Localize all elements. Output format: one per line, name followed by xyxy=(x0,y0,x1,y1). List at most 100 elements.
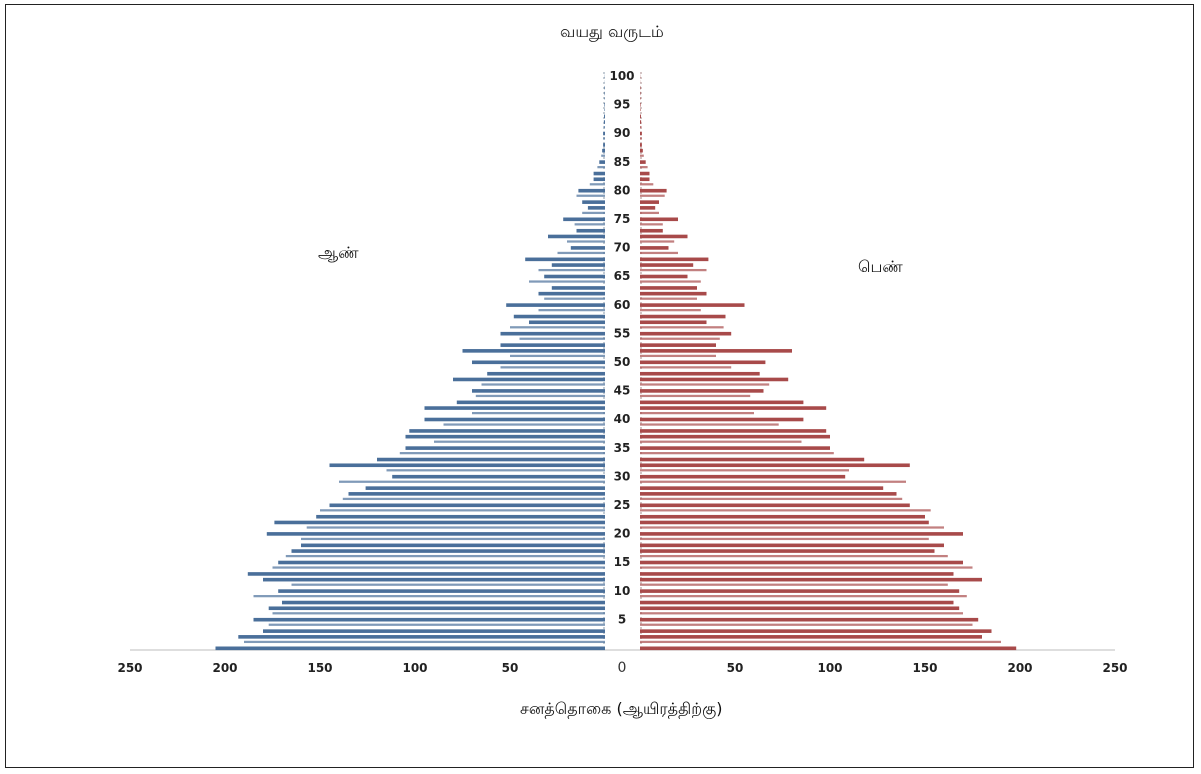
x-tick-label-right: 100 xyxy=(817,661,842,675)
male-bar-age-55 xyxy=(500,331,605,336)
female-bar-age-39 xyxy=(640,423,779,426)
female-bar-age-9 xyxy=(640,595,967,598)
female-bar-age-51 xyxy=(640,354,716,358)
female-bar-age-13 xyxy=(640,572,954,576)
female-bar-age-67 xyxy=(640,263,694,267)
female-bar-age-47 xyxy=(640,377,789,382)
x-tick-label-right: 200 xyxy=(1007,661,1032,675)
female-bar-age-57 xyxy=(640,320,707,325)
female-bar-age-94 xyxy=(640,108,641,112)
female-bar-age-43 xyxy=(640,400,804,405)
male-bar-age-20 xyxy=(266,532,605,536)
male-bar-age-67 xyxy=(551,263,605,267)
male-bar-age-74 xyxy=(574,223,605,226)
female-bar-age-21 xyxy=(640,526,944,529)
male-bar-age-96 xyxy=(604,97,605,100)
male-bar-age-79 xyxy=(576,194,605,197)
female-label: பெண் xyxy=(858,257,903,276)
female-bar-age-74 xyxy=(640,223,663,226)
female-bar-age-83 xyxy=(640,171,650,176)
male-bar-age-91 xyxy=(603,125,605,129)
male-bar-age-92 xyxy=(603,120,605,124)
female-bar-age-59 xyxy=(640,309,701,312)
female-bar-age-1 xyxy=(640,640,1001,644)
y-tick-label: 80 xyxy=(614,183,631,197)
male-bar-age-0 xyxy=(215,646,605,651)
male-bar-age-32 xyxy=(329,463,605,468)
female-bar-age-92 xyxy=(640,120,642,124)
female-bar-age-16 xyxy=(640,554,948,558)
male-bar-age-70 xyxy=(570,246,605,250)
male-bar-age-53 xyxy=(500,343,605,347)
male-bar-age-86 xyxy=(601,154,605,157)
female-bar-age-69 xyxy=(640,251,678,255)
male-bar-age-90 xyxy=(603,131,605,136)
y-tick-label: 50 xyxy=(614,355,631,369)
y-tick-label: 60 xyxy=(614,298,631,312)
male-bar-age-65 xyxy=(544,274,605,279)
female-bar-age-6 xyxy=(640,612,963,615)
male-bar-age-37 xyxy=(405,434,605,439)
female-bar-age-86 xyxy=(640,154,644,157)
female-bar-age-62 xyxy=(640,291,707,296)
male-bar-age-50 xyxy=(472,360,605,365)
y-tick-label: 90 xyxy=(614,126,631,140)
female-bar-age-41 xyxy=(640,411,754,415)
x-tick-label-left: 150 xyxy=(307,661,332,675)
female-bar-age-76 xyxy=(640,211,659,215)
male-bar-age-82 xyxy=(593,177,605,182)
male-bar-age-10 xyxy=(278,589,605,593)
female-bar-age-32 xyxy=(640,463,910,468)
female-bar-age-82 xyxy=(640,177,650,182)
male-bar-age-57 xyxy=(529,320,605,325)
male-bar-age-58 xyxy=(513,314,605,319)
female-bar-age-38 xyxy=(640,429,827,433)
male-bar-age-8 xyxy=(282,600,605,605)
female-bar-age-25 xyxy=(640,503,910,508)
female-bar-age-72 xyxy=(640,234,688,239)
male-bar-age-11 xyxy=(291,583,605,586)
y-tick-label: 40 xyxy=(614,412,631,426)
male-label: ஆண் xyxy=(318,243,359,262)
female-bar-age-53 xyxy=(640,343,716,347)
female-bar-age-87 xyxy=(640,148,643,153)
male-bar-age-80 xyxy=(578,188,605,193)
x-axis-title: சனத்தொகை (ஆயிரத்திற்கு) xyxy=(520,699,723,718)
male-bar-age-68 xyxy=(525,257,605,262)
male-bar-age-48 xyxy=(487,371,605,376)
female-bar-age-79 xyxy=(640,194,665,197)
male-bar-age-33 xyxy=(377,457,605,462)
male-bar-age-38 xyxy=(409,429,605,433)
male-bar-age-21 xyxy=(306,526,605,529)
male-bar-age-27 xyxy=(348,492,605,496)
male-bar-age-34 xyxy=(399,452,605,455)
male-bar-age-28 xyxy=(365,486,605,490)
female-bar-age-19 xyxy=(640,537,929,541)
y-tick-label: 10 xyxy=(614,584,631,598)
male-bar-age-43 xyxy=(456,400,605,405)
male-bar-age-84 xyxy=(597,166,605,169)
male-bar-age-14 xyxy=(272,566,605,569)
female-bar-age-52 xyxy=(640,349,792,353)
male-bar-age-12 xyxy=(263,577,605,582)
female-bar-age-0 xyxy=(640,646,1017,651)
female-bar-age-54 xyxy=(640,337,720,340)
female-bar-age-61 xyxy=(640,297,697,300)
male-bar-age-22 xyxy=(274,520,605,525)
x-tick-label-left: 100 xyxy=(402,661,427,675)
female-bar-age-65 xyxy=(640,274,688,279)
chart-frame xyxy=(5,4,1194,768)
female-bar-age-68 xyxy=(640,257,709,262)
female-bar-age-29 xyxy=(640,480,906,483)
female-bar-age-3 xyxy=(640,629,992,633)
male-bar-age-75 xyxy=(563,217,605,222)
male-bar-age-40 xyxy=(424,417,605,422)
female-bar-age-7 xyxy=(640,606,960,611)
male-bar-age-64 xyxy=(529,280,605,283)
male-bar-age-39 xyxy=(443,423,605,426)
female-bar-age-8 xyxy=(640,600,954,605)
male-bar-age-51 xyxy=(510,354,605,358)
female-bar-age-22 xyxy=(640,520,929,525)
male-bar-age-49 xyxy=(500,366,605,369)
male-bar-age-17 xyxy=(291,549,605,553)
